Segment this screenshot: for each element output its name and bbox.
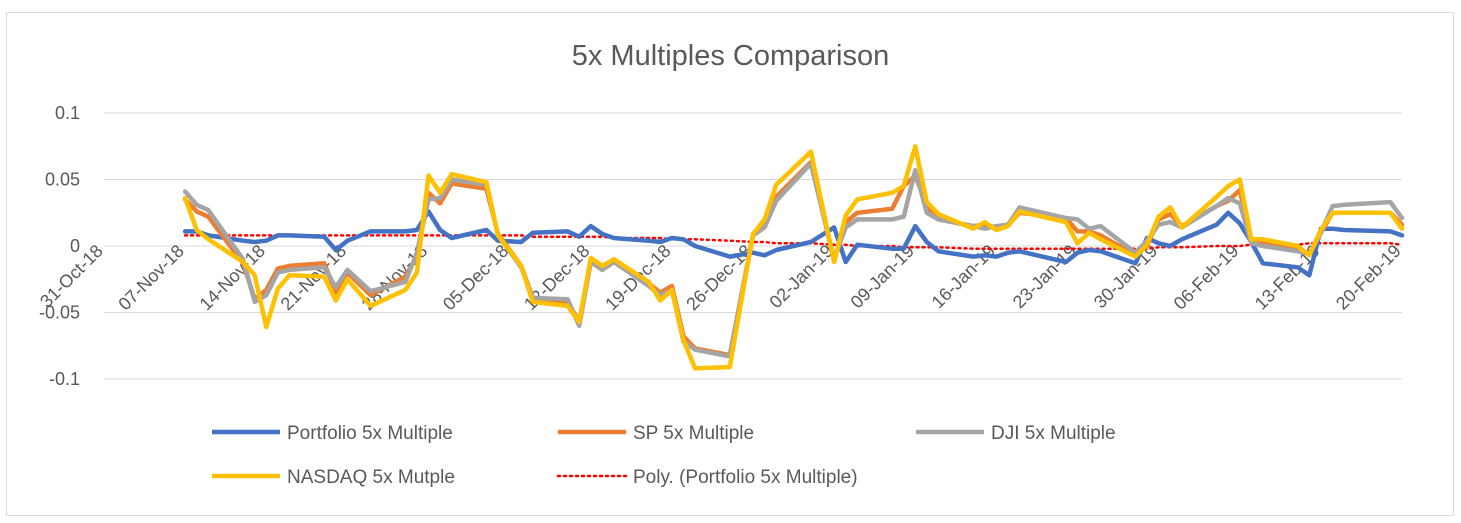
chart-title: 5x Multiples Comparison xyxy=(571,40,890,72)
legend-label: DJI 5x Multiple xyxy=(991,423,1116,444)
y-tick-label: -0.05 xyxy=(39,303,80,323)
y-axis-ticks: 0.1 0.05 0 -0.05 -0.1 xyxy=(39,103,80,389)
y-tick-label: 0.05 xyxy=(45,170,80,190)
x-tick-label: 06-Feb-19 xyxy=(1170,241,1243,314)
series-line-2 xyxy=(182,161,1405,359)
y-tick-label: 0.1 xyxy=(55,103,80,123)
legend-label: Poly. (Portfolio 5x Multiple) xyxy=(633,467,858,488)
legend-label: NASDAQ 5x Mutple xyxy=(287,467,455,488)
x-tick-label: 20-Feb-19 xyxy=(1332,241,1405,314)
series-line-4 xyxy=(183,234,1404,250)
y-tick-label: 0 xyxy=(70,236,80,256)
series-lines xyxy=(182,144,1405,371)
x-tick-label: 07-Nov-18 xyxy=(114,241,188,315)
y-tick-label: -0.1 xyxy=(49,369,80,389)
x-tick-label: 09-Jan-19 xyxy=(847,241,918,312)
series-line-3 xyxy=(182,144,1405,371)
series-line-0 xyxy=(182,209,1405,278)
x-tick-label: 05-Dec-18 xyxy=(439,241,513,315)
legend-label: SP 5x Multiple xyxy=(633,423,754,444)
legend-label: Portfolio 5x Multiple xyxy=(287,423,453,444)
legend: Portfolio 5x Multiple SP 5x Multiple DJI 5… xyxy=(212,423,1116,488)
